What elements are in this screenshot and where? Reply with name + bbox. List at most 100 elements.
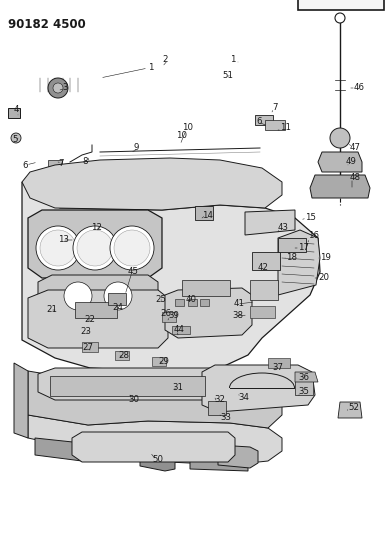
Polygon shape	[38, 368, 228, 400]
Bar	[268, 358, 290, 368]
Circle shape	[40, 230, 76, 266]
Text: 31: 31	[172, 384, 183, 392]
Text: 14: 14	[202, 211, 213, 220]
Bar	[295, 377, 313, 395]
Text: 51: 51	[222, 70, 233, 79]
Text: 28: 28	[118, 351, 129, 360]
Text: 10: 10	[182, 124, 193, 133]
Text: 23: 23	[80, 327, 91, 336]
Text: 9: 9	[134, 143, 139, 152]
Polygon shape	[72, 432, 235, 462]
Bar	[265, 120, 285, 130]
Text: 17: 17	[298, 244, 309, 253]
Circle shape	[330, 128, 350, 148]
Circle shape	[36, 226, 80, 270]
Polygon shape	[8, 108, 20, 118]
Text: 21: 21	[46, 305, 57, 314]
Text: 33: 33	[220, 414, 231, 423]
Text: 46: 46	[354, 84, 365, 93]
Text: 5: 5	[12, 135, 18, 144]
Polygon shape	[38, 275, 158, 318]
Text: 47: 47	[350, 143, 361, 152]
Text: 90182 4500: 90182 4500	[8, 18, 86, 31]
Text: 37: 37	[272, 364, 283, 373]
Bar	[250, 306, 275, 318]
Polygon shape	[140, 453, 175, 471]
Text: 42: 42	[258, 263, 269, 272]
Text: 48: 48	[350, 174, 361, 182]
Text: 13: 13	[58, 236, 69, 245]
Polygon shape	[14, 363, 28, 438]
Text: 39: 39	[168, 311, 179, 320]
Text: 19: 19	[320, 254, 331, 262]
Polygon shape	[245, 210, 295, 235]
Text: 24: 24	[112, 303, 123, 312]
Polygon shape	[28, 415, 282, 465]
Circle shape	[114, 230, 150, 266]
Text: 34: 34	[238, 393, 249, 402]
Text: 36: 36	[298, 374, 309, 383]
Text: 50: 50	[152, 456, 163, 464]
Text: 44: 44	[174, 326, 185, 335]
Text: 10: 10	[176, 131, 188, 140]
Bar	[252, 252, 280, 270]
Text: 30: 30	[128, 395, 139, 405]
Polygon shape	[190, 453, 248, 471]
Polygon shape	[165, 288, 252, 338]
Text: 1: 1	[230, 55, 235, 64]
Text: 32: 32	[214, 395, 225, 405]
Text: 8: 8	[82, 157, 88, 166]
Bar	[48, 160, 62, 168]
Bar	[75, 302, 117, 318]
Bar	[50, 376, 205, 396]
Text: 45: 45	[128, 268, 139, 277]
Text: 38: 38	[232, 311, 243, 320]
Bar	[115, 351, 129, 360]
Bar	[195, 206, 213, 220]
Bar	[175, 299, 184, 306]
Bar	[298, 0, 384, 10]
Text: 25: 25	[155, 295, 166, 304]
Bar	[188, 299, 197, 306]
Bar	[208, 401, 226, 415]
Circle shape	[11, 133, 21, 143]
Text: 40: 40	[186, 295, 197, 304]
Bar	[108, 293, 126, 305]
Polygon shape	[310, 175, 370, 198]
Text: 18: 18	[286, 254, 297, 262]
Bar	[182, 280, 230, 296]
Text: 11: 11	[280, 124, 291, 133]
Text: 41: 41	[234, 300, 245, 309]
Polygon shape	[318, 152, 362, 172]
Bar	[152, 357, 166, 366]
Circle shape	[104, 282, 132, 310]
Text: 7: 7	[272, 103, 278, 112]
Text: 43: 43	[278, 223, 289, 232]
Bar	[278, 238, 306, 252]
Text: 4: 4	[14, 106, 20, 115]
Text: 2: 2	[162, 55, 167, 64]
Text: 6: 6	[256, 117, 262, 126]
Polygon shape	[338, 402, 362, 418]
Polygon shape	[278, 230, 320, 295]
Text: 26: 26	[160, 310, 171, 319]
Text: 16: 16	[308, 231, 319, 240]
Polygon shape	[28, 371, 282, 428]
Circle shape	[48, 78, 68, 98]
Polygon shape	[202, 365, 315, 412]
Circle shape	[64, 282, 92, 310]
Text: 15: 15	[305, 214, 316, 222]
Text: 7: 7	[58, 158, 63, 167]
Text: 12: 12	[91, 223, 102, 232]
Polygon shape	[22, 182, 320, 372]
Bar	[162, 312, 176, 322]
Text: 35: 35	[298, 387, 309, 397]
Polygon shape	[22, 158, 282, 210]
Text: 1: 1	[148, 63, 154, 72]
Text: 49: 49	[346, 157, 357, 166]
Bar	[200, 299, 209, 306]
Bar	[172, 326, 190, 334]
Circle shape	[335, 13, 345, 23]
Polygon shape	[28, 210, 162, 278]
Circle shape	[77, 230, 113, 266]
